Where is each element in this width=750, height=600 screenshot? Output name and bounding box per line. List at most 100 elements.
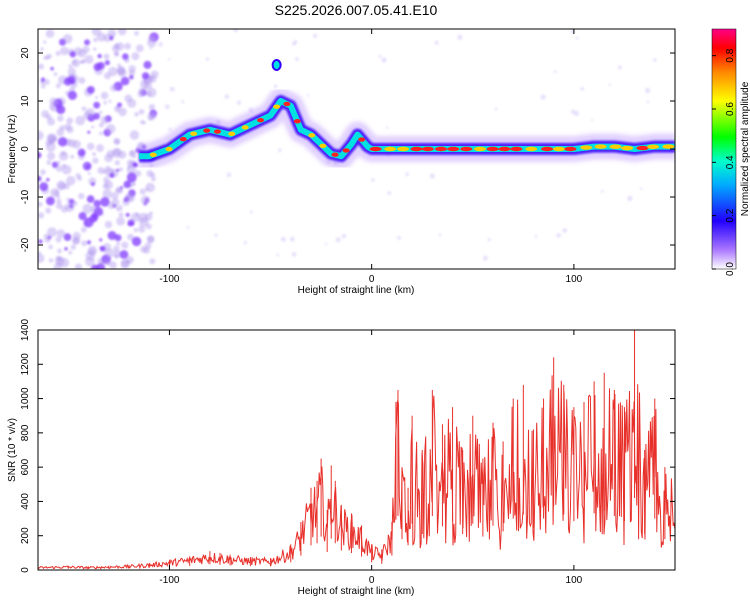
noise-blob (145, 182, 155, 193)
noise-blob (87, 172, 91, 176)
noise-blob (104, 153, 113, 163)
noise-blob (487, 237, 491, 242)
noise-blob (249, 210, 253, 214)
noise-blob (62, 34, 73, 44)
noise-blob (119, 250, 129, 259)
noise-blob (645, 87, 651, 94)
noise-blob (100, 116, 109, 125)
noise-blob (109, 173, 115, 178)
noise-blob (293, 40, 298, 44)
noise-blob (140, 79, 149, 89)
noise-blob (55, 83, 61, 89)
noise-blob (47, 117, 56, 126)
noise-blob (121, 241, 129, 249)
ridge-hotspot (319, 143, 327, 149)
noise-blob (55, 236, 62, 243)
ridge-hotspot (241, 125, 249, 130)
noise-blob (50, 66, 54, 71)
colorbar-label: Normalized spectral amplitude (740, 81, 750, 216)
noise-blob (556, 233, 561, 238)
noise-blob (276, 253, 279, 257)
ridge-hotspot (434, 146, 447, 152)
ridge-hotspot (447, 146, 460, 152)
noise-blob (78, 77, 86, 84)
y-tick-label: 800 (20, 424, 31, 441)
noise-blob (99, 238, 103, 242)
noise-blob (91, 125, 95, 129)
colorbar-tick-label: 0.6 (725, 102, 736, 116)
noise-blob (93, 47, 97, 51)
noise-blob (540, 94, 546, 100)
y-tick-label: -10 (20, 189, 31, 204)
noise-blob (107, 231, 117, 240)
noise-blob (140, 195, 151, 205)
noise-blob (147, 37, 157, 48)
ridge-hotspot (228, 131, 236, 137)
noise-blob (47, 227, 57, 238)
noise-blob (114, 105, 121, 113)
noise-blob (112, 245, 120, 253)
noise-blob (116, 168, 120, 172)
noise-blob (600, 190, 604, 193)
ridge-hotspot (662, 144, 675, 149)
noise-blob (121, 259, 129, 268)
noise-blob (457, 34, 463, 40)
noise-blob (85, 256, 95, 267)
noise-blob (81, 106, 87, 111)
noise-blob (113, 254, 119, 259)
ridge-hotspot (384, 146, 397, 152)
noise-blob (49, 97, 58, 106)
noise-blob (149, 258, 156, 265)
noise-blob (127, 233, 135, 241)
noise-blob (104, 220, 113, 229)
noise-blob (131, 236, 142, 247)
noise-blob (61, 151, 66, 156)
noise-blob (573, 110, 580, 116)
ridge-hotspot (410, 146, 423, 152)
noise-blob (143, 60, 152, 69)
noise-blob (56, 105, 66, 115)
noise-blob (86, 142, 95, 151)
ridge-hotspot (564, 146, 577, 152)
noise-blob (96, 144, 104, 153)
noise-blob (143, 246, 151, 254)
noise-blob (575, 36, 579, 40)
ridge-hotspot (213, 129, 221, 134)
noise-blob (75, 173, 81, 179)
noise-blob (64, 247, 68, 251)
y-tick-label: 0 (20, 567, 31, 573)
y-tick-label: 10 (20, 95, 31, 107)
noise-blob (108, 99, 112, 103)
noise-blob (127, 222, 131, 226)
noise-blob (111, 192, 119, 200)
y-tick-label: 20 (20, 47, 31, 59)
snr-frame (37, 329, 676, 571)
noise-blob (118, 68, 127, 78)
noise-blob (111, 148, 122, 159)
noise-blob (387, 191, 392, 196)
noise-blob (114, 138, 121, 145)
ridge-hotspot (190, 131, 198, 136)
noise-blob (38, 239, 43, 244)
noise-blob (67, 90, 78, 100)
noise-blob (438, 233, 442, 237)
noise-blob (100, 197, 110, 207)
noise-blob (38, 212, 45, 219)
noise-blob (226, 172, 232, 178)
noise-blob (65, 202, 75, 213)
noise-blob (45, 196, 55, 206)
noise-blob (138, 216, 149, 227)
noise-blob (397, 236, 401, 240)
noise-blob (48, 244, 54, 250)
noise-blob (38, 63, 44, 70)
noise-blob (40, 77, 45, 82)
ridge-hotspot (473, 146, 486, 152)
noise-blob (51, 106, 55, 110)
noise-blob (84, 39, 91, 46)
noise-blob (108, 66, 118, 77)
noise-blob (88, 248, 96, 257)
noise-blob (405, 172, 409, 177)
ridge-hotspot (636, 145, 649, 151)
